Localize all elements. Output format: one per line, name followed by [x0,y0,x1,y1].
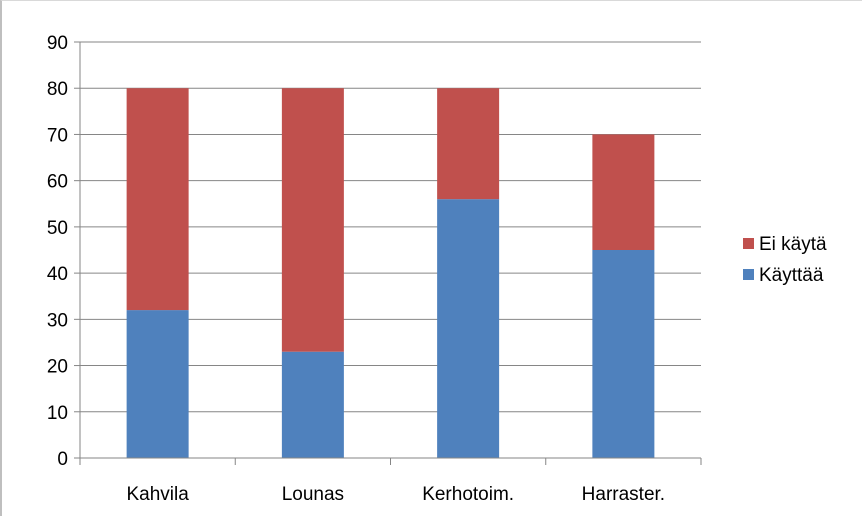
y-tick-label: 0 [57,449,68,470]
bar-ei-kayta-3 [592,134,655,250]
y-tick-labels: 0 10 20 30 40 50 60 70 80 90 [47,33,68,470]
bar-kayttaa-2 [437,199,500,458]
bar-kayttaa-3 [592,250,655,458]
legend-swatch [743,238,754,249]
category-labels: Kahvila Lounas Kerhotoim. Harraster. [126,484,665,505]
legend-swatch [743,269,754,280]
y-tick-label: 30 [47,310,68,331]
y-tick-label: 10 [47,403,68,424]
bar-kayttaa-0 [126,310,189,458]
y-tick-label: 70 [47,125,68,146]
y-tick-label: 80 [47,79,68,100]
y-tick-label: 20 [47,357,68,378]
category-label: Lounas [282,484,344,505]
y-tick-label: 40 [47,264,68,285]
y-tick-label: 90 [47,33,68,54]
category-label: Harraster. [582,484,665,505]
legend: Ei käytä Käyttää [743,234,827,286]
bar-ei-kayta-0 [126,88,189,311]
bar-ei-kayta-2 [437,88,500,200]
y-tick-label: 50 [47,218,68,239]
legend-label: Ei käytä [759,234,827,255]
category-label: Kahvila [126,484,189,505]
category-label: Kerhotoim. [422,484,514,505]
legend-label: Käyttää [759,265,824,286]
bar-kayttaa-1 [281,351,344,458]
bar-ei-kayta-1 [281,88,344,352]
axes [74,41,702,465]
y-tick-label: 60 [47,172,68,193]
bars [126,88,655,458]
